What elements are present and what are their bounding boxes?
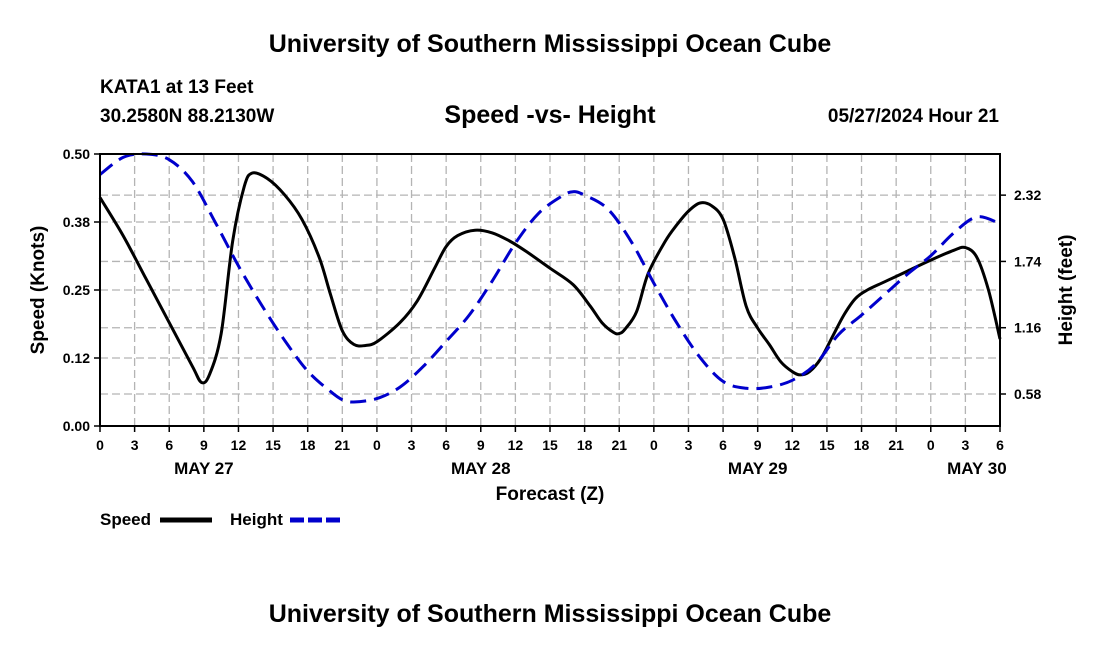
legend-label-height: Height: [230, 510, 283, 529]
grid-lines: [100, 153, 1000, 426]
x-tick-label: 6: [165, 437, 173, 453]
x-date-label: MAY 30: [947, 459, 1007, 478]
station-coordinates: 30.2580N 88.2130W: [100, 106, 275, 127]
x-tick-label: 3: [131, 437, 139, 453]
legend-label-speed: Speed: [100, 510, 151, 529]
y-axis-left-title: Speed (Knots): [28, 226, 49, 355]
x-tick-label: 0: [650, 437, 658, 453]
y-left-tick-label: 0.25: [63, 282, 90, 298]
series-line-height: [99, 152, 1001, 404]
y-axis-right-title: Height (feet): [1056, 235, 1077, 346]
y-right-tick-label: 1.74: [1014, 253, 1041, 269]
x-tick-label: 0: [96, 437, 104, 453]
x-tick-label: 3: [685, 437, 693, 453]
y-left-tick-label: 0.12: [63, 350, 90, 366]
x-tick-label: 12: [231, 437, 247, 453]
station-label: KATA1 at 13 Feet: [100, 77, 254, 98]
x-tick-label: 21: [888, 437, 904, 453]
x-tick-label: 9: [477, 437, 485, 453]
x-tick-label: 3: [961, 437, 969, 453]
forecast-datetime: 05/27/2024 Hour 21: [827, 106, 999, 127]
chart-subtitle: Speed -vs- Height: [444, 101, 656, 129]
x-date-label: MAY 28: [451, 459, 511, 478]
y-left-tick-label: 0.38: [63, 214, 90, 230]
series-line-speed: [98, 171, 1002, 385]
x-tick-label: 18: [577, 437, 593, 453]
x-tick-label: 6: [442, 437, 450, 453]
x-tick-label: 18: [854, 437, 870, 453]
x-tick-label: 15: [542, 437, 558, 453]
x-tick-label: 12: [508, 437, 524, 453]
footer-title: University of Southern Mississippi Ocean…: [268, 600, 832, 628]
x-tick-label: 9: [754, 437, 762, 453]
x-tick-label: 15: [819, 437, 835, 453]
x-tick-label: 6: [719, 437, 727, 453]
series-layer: [98, 152, 1002, 404]
x-tick-label: 18: [300, 437, 316, 453]
x-date-label: MAY 29: [728, 459, 788, 478]
y-right-tick-label: 1.16: [1014, 320, 1041, 336]
axes-layer: 0 3 6 9 12 15 18 21 0 3 6 9 12 15 18 21 0 3 6 9 12 15 18 21 0 3 6M…: [63, 146, 1042, 478]
chart-title: University of Southern Mississippi Ocean…: [268, 30, 832, 58]
y-right-tick-label: 2.32: [1014, 187, 1041, 203]
y-left-tick-label: 0.00: [63, 418, 90, 434]
y-right-tick-label: 0.58: [1014, 386, 1041, 402]
x-tick-label: 0: [373, 437, 381, 453]
x-axis-title: Forecast (Z): [496, 484, 605, 505]
x-tick-label: 3: [408, 437, 416, 453]
x-date-label: MAY 27: [174, 459, 234, 478]
x-tick-label: 12: [785, 437, 801, 453]
legend: Speed Height: [100, 510, 342, 529]
x-tick-label: 6: [996, 437, 1004, 453]
y-left-tick-label: 0.50: [63, 146, 90, 162]
x-tick-label: 9: [200, 437, 208, 453]
x-tick-label: 0: [927, 437, 935, 453]
x-tick-label: 21: [335, 437, 351, 453]
x-tick-label: 21: [611, 437, 627, 453]
x-tick-label: 15: [265, 437, 281, 453]
